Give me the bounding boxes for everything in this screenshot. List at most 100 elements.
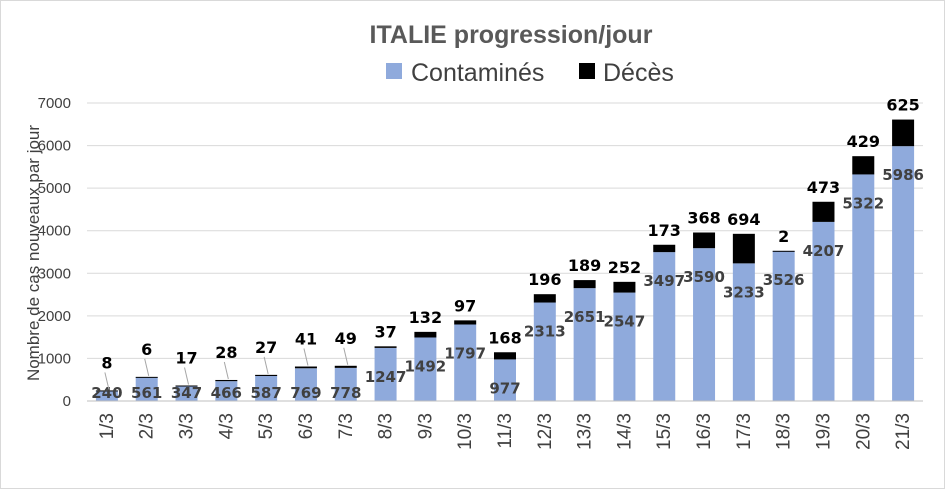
x-tick-label: 11/3 [495, 413, 516, 449]
bar-deces [175, 385, 198, 387]
data-label-deces: 28 [215, 343, 237, 362]
data-label-deces: 37 [374, 322, 396, 341]
data-label-deces: 132 [409, 308, 442, 327]
x-tick-label: 1/3 [97, 413, 118, 439]
bar-contamines [135, 377, 158, 401]
data-label-contamines: 347 [171, 384, 202, 402]
bar-contamines [175, 386, 198, 401]
bar-deces [892, 119, 915, 147]
bar-deces [334, 365, 357, 368]
data-label-deces: 196 [528, 270, 561, 289]
data-label-contamines: 3590 [683, 268, 725, 286]
bar-contamines [852, 174, 875, 401]
leader-line [104, 372, 110, 390]
data-label-contamines: 778 [330, 384, 361, 402]
bar-deces [533, 294, 556, 303]
bar-contamines [414, 337, 437, 401]
x-tick-label: 19/3 [813, 413, 834, 450]
bar-deces [414, 331, 437, 338]
x-tick-label: 15/3 [654, 413, 675, 450]
y-tick-label: 7000 [38, 95, 71, 112]
x-tick-label: 16/3 [694, 413, 715, 450]
bar-contamines [693, 248, 716, 401]
y-tick-label: 1000 [38, 350, 71, 367]
legend-label-deces: Décès [603, 59, 674, 87]
leader-line [223, 361, 229, 380]
x-tick-label: 20/3 [853, 413, 874, 450]
data-label-deces: 6 [141, 340, 152, 359]
y-tick-label: 2000 [38, 308, 71, 325]
bar-deces [812, 201, 835, 222]
bar-contamines [255, 376, 278, 401]
bar-deces [215, 379, 238, 382]
data-label-deces: 17 [175, 349, 197, 368]
bar-deces [135, 376, 158, 378]
bar-deces [454, 320, 477, 325]
x-tick-label: 3/3 [177, 413, 198, 439]
y-tick-label: 0 [63, 393, 71, 410]
bar-contamines [533, 302, 556, 401]
x-tick-label: 5/3 [256, 413, 277, 439]
y-tick-label: 3000 [38, 265, 71, 282]
data-label-contamines: 2651 [564, 308, 606, 326]
x-tick-label: 18/3 [774, 413, 795, 450]
data-label-deces: 694 [727, 210, 760, 229]
bar-deces [732, 233, 755, 264]
bar-contamines [374, 347, 397, 401]
bar-deces [494, 352, 516, 360]
data-label-deces: 173 [648, 221, 681, 240]
data-label-contamines: 240 [91, 384, 122, 402]
data-label-deces: 473 [807, 178, 840, 197]
data-label-contamines: 1247 [365, 368, 407, 386]
data-label-deces: 368 [687, 209, 720, 228]
bar-deces [852, 156, 875, 175]
data-label-contamines: 2313 [524, 323, 566, 341]
data-label-deces: 49 [335, 329, 357, 348]
leader-line [263, 356, 269, 374]
x-tick-label: 6/3 [296, 413, 317, 439]
x-tick-label: 21/3 [893, 413, 914, 450]
data-label-deces: 2 [778, 227, 789, 246]
bar-deces [294, 366, 317, 369]
legend: Contaminés Décès [386, 59, 674, 87]
data-label-deces: 97 [454, 296, 476, 315]
data-label-contamines: 2547 [604, 313, 646, 331]
data-label-contamines: 1492 [405, 357, 447, 375]
y-tick-label: 5000 [38, 180, 71, 197]
data-labels: 240 8 561 6 347 17 466 28 587 27 769 41 778 49 1247 37 1… [91, 96, 924, 402]
leader-line [343, 347, 349, 365]
data-label-contamines: 5322 [842, 194, 884, 212]
bar-contamines [494, 359, 516, 401]
x-tick-label: 2/3 [137, 413, 158, 439]
data-label-contamines: 977 [489, 379, 520, 397]
bar-deces [772, 250, 795, 252]
bar-deces [573, 280, 596, 289]
x-tick-label: 13/3 [575, 413, 596, 450]
data-label-deces: 8 [101, 353, 112, 372]
y-tick-label: 4000 [38, 223, 71, 240]
data-label-deces: 27 [255, 338, 277, 357]
y-axis-label: Nombre de cas nouveaux par jour [24, 125, 43, 381]
x-tick-label: 17/3 [734, 413, 755, 450]
data-label-contamines: 587 [250, 384, 281, 402]
x-tick-label: 12/3 [535, 413, 556, 450]
data-label-contamines: 769 [290, 384, 321, 402]
bar-contamines [812, 221, 835, 401]
data-label-contamines: 3497 [643, 272, 685, 290]
data-label-contamines: 561 [131, 384, 162, 402]
data-label-deces: 41 [295, 330, 317, 349]
bar-deces [374, 346, 397, 348]
x-tick-label: 10/3 [455, 413, 476, 450]
leader-line [184, 367, 190, 385]
y-tick-label: 6000 [38, 138, 71, 155]
data-label-contamines: 1797 [444, 344, 486, 362]
bar-contamines [334, 367, 357, 401]
x-tick-label: 14/3 [614, 413, 635, 450]
y-axis: 0 1000 2000 3000 4000 5000 6000 7000 [38, 95, 71, 410]
data-label-deces: 429 [847, 132, 880, 151]
bar-contamines [892, 146, 915, 401]
bars [95, 119, 915, 401]
data-label-deces: 168 [488, 328, 521, 347]
bar-contamines [95, 390, 118, 401]
